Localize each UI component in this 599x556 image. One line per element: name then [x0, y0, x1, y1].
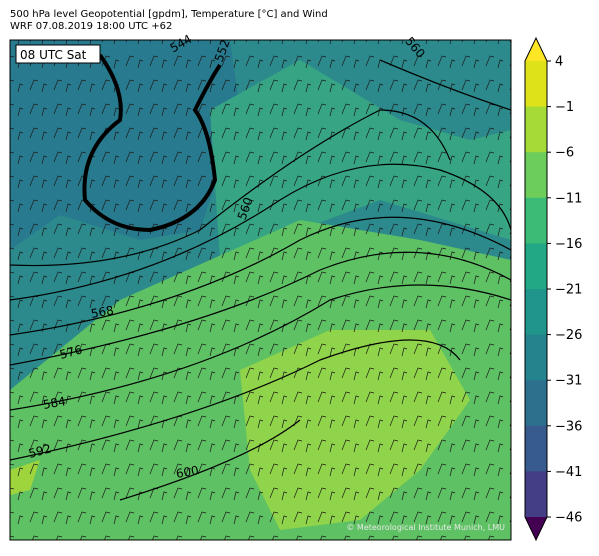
- colorbar-tick-label: −1: [555, 100, 574, 115]
- colorbar-tick-label: −31: [555, 374, 582, 389]
- contour-label: 576: [58, 342, 84, 361]
- contour-label: 584: [42, 394, 67, 412]
- colorbar-band: [525, 471, 547, 518]
- colorbar-band: [525, 61, 547, 108]
- map: [10, 40, 511, 540]
- colorbar-band: [525, 425, 547, 472]
- colorbar-tick-label: −6: [555, 146, 574, 161]
- colorbar-tick-label: −46: [555, 511, 582, 526]
- colorbar-band: [525, 334, 547, 381]
- colorbar-band: [525, 106, 547, 153]
- colorbar-cap: [525, 38, 547, 61]
- colorbar-band: [525, 289, 547, 336]
- contour-label: 592: [27, 441, 53, 460]
- colorbar: 4 −1 −6 −11 −16 −21 −26 −31 −36 −41 −46: [524, 36, 582, 542]
- colorbar-tick-label: −26: [555, 328, 582, 343]
- colorbar-cap: [525, 517, 547, 540]
- contour-label: 568: [90, 303, 115, 321]
- time-label-box: [15, 44, 101, 64]
- map-frame: [9, 39, 512, 541]
- credit: © Meteorological Institute Munich, LMU: [346, 523, 505, 532]
- colorbar-band: [525, 152, 547, 199]
- colorbar-band: [525, 197, 547, 244]
- colorbar-band: [525, 243, 547, 290]
- title-line: 500 hPa level Geopotential [gpdm], Tempe…: [10, 9, 328, 20]
- colorbar-tick-label: −41: [555, 465, 582, 480]
- colorbar-tick-label: −36: [555, 419, 582, 434]
- colorbar-band: [525, 380, 547, 427]
- subtitle-line: WRF 07.08.2019 18:00 UTC +62: [10, 21, 172, 32]
- colorbar-tick-label: −21: [555, 283, 582, 298]
- contour-label: 600: [175, 463, 200, 481]
- colorbar-tick-label: −11: [555, 191, 582, 206]
- colorbar-tick-label: −16: [555, 237, 582, 252]
- colorbar-tick-label: 4: [555, 55, 563, 70]
- time-label: 08 UTC Sat: [20, 48, 87, 62]
